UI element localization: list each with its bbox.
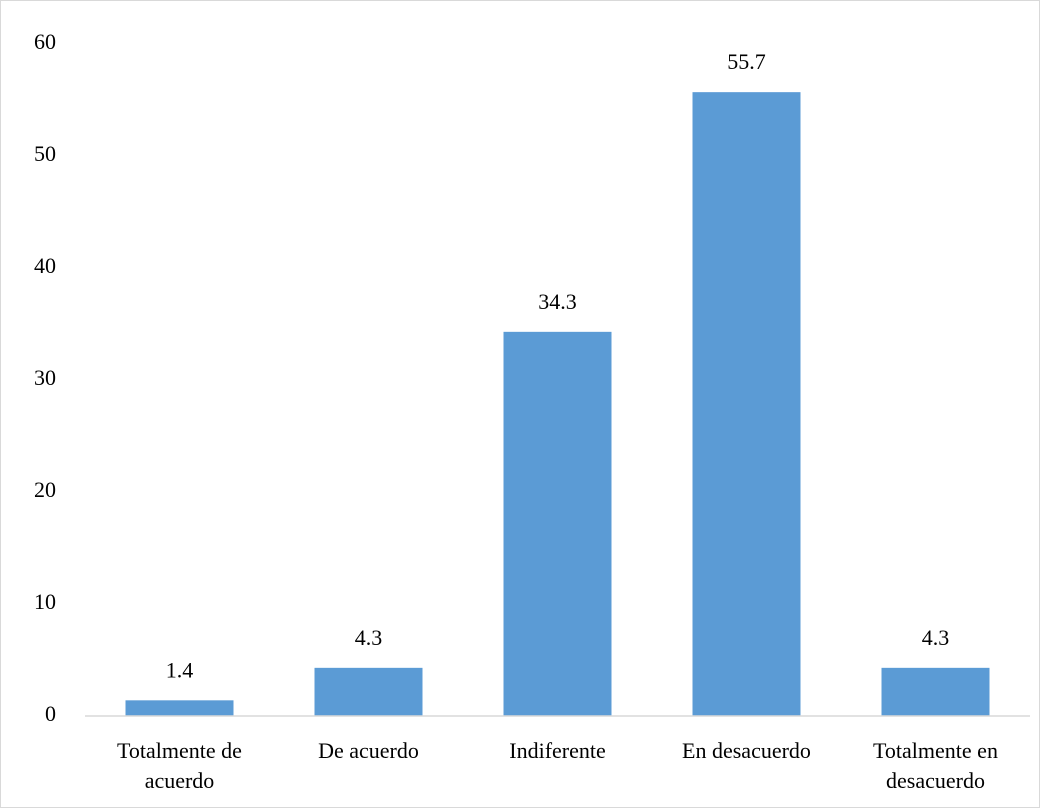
bar <box>881 667 990 716</box>
data-label: 4.3 <box>922 625 950 650</box>
x-tick-label: Indiferente <box>509 738 606 763</box>
bar <box>125 700 234 716</box>
y-tick-label: 20 <box>34 477 56 502</box>
data-label: 4.3 <box>355 625 383 650</box>
data-label: 1.4 <box>166 657 194 682</box>
y-tick-label: 30 <box>34 365 56 390</box>
bar <box>503 331 612 716</box>
bar <box>692 92 801 716</box>
x-tick-label: Totalmente en desacuerdo <box>873 738 998 793</box>
y-tick-label: 50 <box>34 141 56 166</box>
y-tick-label: 40 <box>34 253 56 278</box>
y-tick-label: 0 <box>45 701 56 726</box>
y-tick-label: 60 <box>34 29 56 54</box>
bar <box>314 667 423 716</box>
data-label: 34.3 <box>538 289 577 314</box>
x-tick-label: Totalmente de acuerdo <box>117 738 242 793</box>
data-label: 55.7 <box>727 49 766 74</box>
x-tick-label: En desacuerdo <box>682 738 811 763</box>
x-tick-label: De acuerdo <box>318 738 419 763</box>
y-tick-label: 10 <box>34 589 56 614</box>
